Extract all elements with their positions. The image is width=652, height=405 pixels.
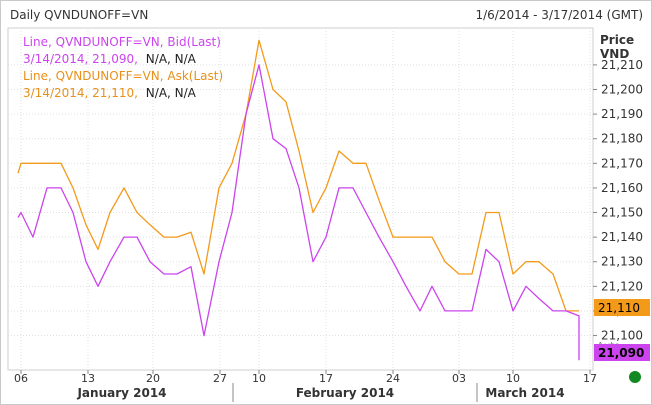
date-range: 1/6/2014 - 3/17/2014 (GMT) — [475, 8, 643, 22]
y-tick-label: 21,130 — [601, 255, 643, 269]
legend-bid-na: N/A, N/A — [146, 52, 197, 66]
y-axis-title-currency: VND — [600, 47, 629, 61]
status-indicator-icon — [629, 371, 641, 383]
x-tick-label: 24 — [386, 372, 400, 385]
y-tick-label: 21,200 — [601, 83, 643, 97]
x-tick-label: 10 — [506, 372, 520, 385]
legend-bid-value: 3/14/2014, 21,090, — [23, 52, 138, 66]
x-tick-label: 06 — [14, 372, 28, 385]
y-tick-label: 21,190 — [601, 107, 643, 121]
bid-last-value: 21,090 — [598, 346, 644, 360]
legend-ask-line2: 3/14/2014, 21,110, N/A, N/A — [23, 86, 197, 100]
y-tick-label: 21,210 — [601, 58, 643, 72]
x-tick-label: 27 — [213, 372, 227, 385]
x-tick-label: 20 — [146, 372, 160, 385]
legend-ask-na: N/A, N/A — [146, 86, 197, 100]
grid — [8, 28, 593, 370]
y-axis-title-price: Price — [600, 33, 634, 47]
y-tick-label: 21,160 — [601, 181, 643, 195]
series-layer — [17, 39, 580, 361]
x-month-label: March 2014 — [485, 386, 564, 400]
x-tick-label: 10 — [252, 372, 266, 385]
x-tick-label: 03 — [452, 372, 466, 385]
legend-ask-line1: Line, QVNDUNOFF=VN, Ask(Last) — [23, 69, 223, 83]
bid-last-value-bg — [594, 344, 650, 361]
y-tick-label: 21,180 — [601, 132, 643, 146]
bid-series-line — [17, 64, 580, 361]
y-tick-label: 21,150 — [601, 206, 643, 220]
y-tick-label: 21,170 — [601, 156, 643, 170]
y-tick-label: 21,100 — [601, 329, 643, 343]
x-tick-label: 13 — [81, 372, 95, 385]
legend-ask-value: 3/14/2014, 21,110, — [23, 86, 138, 100]
x-month-label: January 2014 — [76, 386, 166, 400]
ask-series-line — [17, 39, 579, 312]
legend-bid-line1: Line, QVNDUNOFF=VN, Bid(Last) — [23, 35, 221, 49]
ask-last-value: 21,110 — [598, 301, 640, 315]
y-tick-label: 21,120 — [601, 279, 643, 293]
x-tick-label: 17 — [319, 372, 333, 385]
ask-last-value-bg — [594, 299, 650, 316]
x-month-label: February 2014 — [296, 386, 394, 400]
ask-last-value-box: 21,110 — [594, 299, 650, 316]
chart-title: Daily QVNDUNOFF=VN — [10, 8, 149, 22]
y-tick-label: 21,140 — [601, 230, 643, 244]
x-tick-label: 17 — [583, 372, 597, 385]
legend-bid-line2: 3/14/2014, 21,090, N/A, N/A — [23, 52, 197, 66]
x-axis: 06 13 20 27 10 17 24 03 10 17 January 2014 February… — [14, 370, 597, 402]
bid-last-value-box: 21,090 — [594, 344, 650, 361]
